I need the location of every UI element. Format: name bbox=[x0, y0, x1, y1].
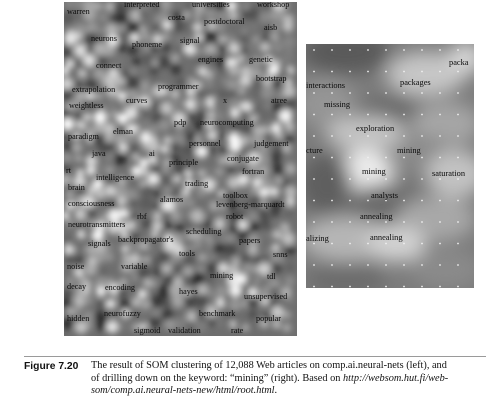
map-word: pdp bbox=[174, 118, 187, 127]
caption-period: . bbox=[274, 385, 278, 396]
map-word: saturation bbox=[432, 169, 466, 178]
map-word: robot bbox=[226, 212, 244, 221]
figure-label: Figure 7.20 bbox=[24, 361, 79, 372]
map-word: mining bbox=[210, 271, 234, 280]
map-word: annealing bbox=[360, 212, 393, 221]
map-word: paradigm bbox=[68, 132, 99, 141]
map-word: trading bbox=[185, 179, 209, 188]
left-map-texture bbox=[64, 2, 297, 336]
map-word: neurons bbox=[91, 34, 117, 43]
map-word: toolbox bbox=[223, 191, 249, 200]
map-word: conjugate bbox=[227, 154, 259, 163]
map-word: alamos bbox=[160, 195, 184, 204]
map-word: noise bbox=[67, 262, 85, 271]
map-word: rate bbox=[231, 326, 244, 335]
caption-line-3: som/comp.ai.neural-nets-new/html/root.ht… bbox=[91, 385, 486, 398]
map-word: snns bbox=[273, 250, 288, 259]
map-word: interactions bbox=[306, 81, 346, 90]
map-word: neurocomputing bbox=[200, 118, 254, 127]
map-word: principle bbox=[169, 158, 199, 167]
map-word: genetic bbox=[249, 55, 273, 64]
map-word: papers bbox=[239, 236, 261, 245]
map-word: curves bbox=[126, 96, 148, 105]
map-word: missing bbox=[324, 100, 351, 109]
map-word: rt bbox=[66, 166, 72, 175]
map-word: neurofuzzy bbox=[104, 309, 141, 318]
map-word: workshop bbox=[257, 2, 290, 9]
map-word: annealing bbox=[370, 233, 403, 242]
map-word: neurotransmitters bbox=[68, 220, 126, 229]
map-word: personnel bbox=[189, 139, 221, 148]
map-word: brain bbox=[68, 183, 85, 192]
map-word: packages bbox=[400, 78, 431, 87]
caption-text: The result of SOM clustering of 12,088 W… bbox=[91, 360, 486, 398]
caption-line-1: The result of SOM clustering of 12,088 W… bbox=[91, 360, 447, 371]
right-som-map: packa interactions packages missing expl… bbox=[306, 44, 474, 288]
map-word: hayes bbox=[179, 287, 198, 296]
map-word: tdl bbox=[267, 272, 276, 281]
map-word: unsupervised bbox=[244, 292, 288, 301]
map-word: elman bbox=[113, 127, 134, 136]
map-word: exploration bbox=[356, 124, 395, 133]
map-word: hidden bbox=[67, 314, 90, 323]
map-word: intelligence bbox=[96, 173, 135, 182]
map-word: consciousness bbox=[68, 199, 115, 208]
map-word: scheduling bbox=[186, 227, 222, 236]
map-word: levenberg-marquardt bbox=[216, 200, 285, 209]
map-word: benchmark bbox=[199, 309, 236, 318]
map-word: analysts bbox=[371, 191, 398, 200]
map-word: bootstrap bbox=[256, 74, 287, 83]
map-word: extrapolation bbox=[72, 85, 116, 94]
map-word: atree bbox=[271, 96, 287, 105]
map-word: universities bbox=[192, 2, 230, 9]
map-word: sigmoid bbox=[134, 326, 161, 335]
map-word: encoding bbox=[105, 283, 136, 292]
caption-line-2: of drilling down on the keyword: “mining… bbox=[91, 373, 486, 386]
map-word: x bbox=[223, 96, 228, 105]
map-word: warren bbox=[67, 7, 90, 16]
map-word: cture bbox=[306, 146, 323, 155]
figure-caption: Figure 7.20 The result of SOM clustering… bbox=[24, 356, 486, 396]
map-word: interpreted bbox=[124, 2, 160, 9]
map-word: backpropagator's bbox=[118, 235, 174, 244]
map-word: fortran bbox=[242, 167, 265, 176]
map-word: judgement bbox=[254, 139, 289, 148]
map-word: mining bbox=[397, 146, 421, 155]
map-word: connect bbox=[96, 61, 122, 70]
caption-line-2-text: of drilling down on the keyword: “mining… bbox=[91, 372, 341, 384]
map-word: packa bbox=[449, 58, 469, 67]
caption-link-part-2: som/comp.ai.neural-nets-new/html/root.ht… bbox=[91, 385, 275, 396]
map-word: aisb bbox=[264, 23, 278, 32]
map-word: alizing bbox=[306, 234, 329, 243]
map-word: variable bbox=[121, 262, 148, 271]
caption-link-part-1: http://websom.hut.fi/web- bbox=[342, 372, 449, 384]
map-word: popular bbox=[256, 314, 282, 323]
map-word: mining bbox=[362, 167, 386, 176]
right-map-texture bbox=[306, 44, 474, 288]
map-word: engines bbox=[198, 55, 224, 64]
map-word: weightless bbox=[69, 101, 104, 110]
map-word: costa bbox=[168, 13, 185, 22]
map-word: signals bbox=[88, 239, 111, 248]
map-word: programmer bbox=[158, 82, 199, 91]
map-word: ai bbox=[149, 149, 155, 158]
map-word: validation bbox=[168, 326, 201, 335]
map-word: signal bbox=[180, 36, 200, 45]
map-word: decay bbox=[67, 282, 87, 291]
map-word: phoneme bbox=[132, 40, 163, 49]
left-som-map: warren interpreted universities workshop… bbox=[64, 2, 297, 336]
map-word: java bbox=[92, 149, 106, 158]
map-word: tools bbox=[179, 249, 195, 258]
map-word: postdoctoral bbox=[204, 17, 245, 26]
map-word: rbf bbox=[137, 212, 147, 221]
